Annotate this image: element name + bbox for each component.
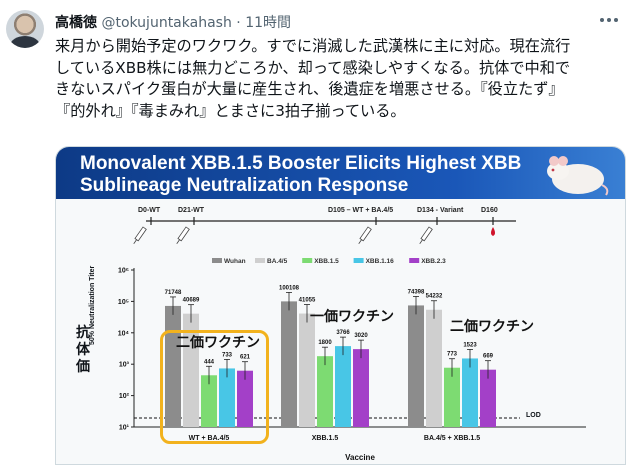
- y-tick-label: 10²: [119, 393, 130, 400]
- timeline-label-d105: D105 – WT + BA.4/5: [328, 207, 394, 214]
- data-label: 40689: [183, 298, 200, 304]
- x-category-label: XBB.1.5: [312, 435, 339, 442]
- author-handle[interactable]: @tokujuntakahash: [101, 15, 232, 31]
- bar: [335, 346, 351, 427]
- bar: [201, 375, 217, 427]
- y-tick-label: 10³: [119, 362, 130, 369]
- annotation-monovalent: 一価ワクチン: [310, 309, 394, 325]
- data-label: 773: [447, 352, 458, 358]
- tweet-text-line: きないスパイク蛋白が大量に産生され、後遺症を増悪させる。『役立たず』: [55, 80, 564, 98]
- tweet-text-line: しているXBB株には無力どころか、却って感染しやすくなる。抗体で中和で: [55, 58, 571, 77]
- tweet-text-line: 来月から開始予定のワクワク。すでに消滅した武漢株に主に対応。現在流行: [55, 37, 571, 55]
- data-label: 74398: [408, 289, 425, 295]
- annotation-bivalent-2: 二価ワクチン: [450, 319, 534, 335]
- syringe-icon: [133, 226, 147, 244]
- data-label: 621: [240, 355, 251, 361]
- author-display-name[interactable]: 高橋徳: [55, 15, 97, 31]
- syringe-needle: [358, 239, 362, 244]
- data-label: 669: [483, 354, 494, 360]
- legend-label: Wuhan: [224, 258, 246, 265]
- legend-swatch: [212, 258, 222, 263]
- data-label: 41055: [299, 298, 316, 304]
- legend-label: XBB.1.5: [314, 258, 339, 265]
- x-category-label: BA.4/5 + XBB.1.5: [424, 435, 480, 442]
- timeline: [133, 217, 516, 244]
- lod-label: LOD: [526, 412, 541, 419]
- bar: [317, 356, 333, 427]
- slide-title-line1: Monovalent XBB.1.5 Booster Elicits Highe…: [80, 153, 522, 174]
- data-label: 3020: [354, 333, 368, 339]
- legend-label: XBB.1.16: [366, 258, 395, 265]
- neutralization-chart: 10¹ 10² 10³ 10⁴ 10⁵ 10⁶ Wuhan BA.4/5 XBB.1.5 XBB.…: [118, 258, 586, 462]
- highlight-box: [160, 330, 269, 444]
- bar: [480, 369, 496, 427]
- legend-swatch: [302, 258, 313, 263]
- bar: [426, 309, 442, 427]
- tweet-timestamp[interactable]: 11時間: [245, 15, 292, 31]
- legend-label: XBB.2.3: [421, 258, 446, 265]
- bar: [281, 301, 297, 427]
- y-tick-label: 10⁵: [118, 299, 129, 306]
- syringe-needle: [133, 239, 137, 244]
- header-separator: ·: [236, 15, 241, 31]
- tweet-header: 高橋徳 @tokujuntakahash · 11時間: [55, 12, 291, 32]
- bar: [353, 349, 369, 427]
- tweet-text-line: 『的外れ』『毒まみれ』とまさに3拍子揃っている。: [55, 101, 406, 120]
- tweet-text: 来月から開始予定のワクワク。すでに消滅した武漢株に主に対応。現在流行 しているX…: [55, 36, 625, 122]
- timeline-label-d21: D21-WT: [178, 207, 205, 214]
- slide-title-banner: Monovalent XBB.1.5 Booster Elicits Highe…: [56, 147, 625, 199]
- syringe-needle: [176, 239, 180, 244]
- data-label: 1523: [463, 342, 477, 348]
- syringe-icon: [419, 226, 433, 244]
- legend-swatch: [353, 258, 364, 263]
- bar: [462, 358, 478, 427]
- bar: [237, 370, 253, 427]
- syringe-icon: [176, 226, 190, 244]
- y-tick-label: 10⁴: [118, 330, 130, 337]
- author-avatar[interactable]: [6, 10, 44, 48]
- data-label: 733: [222, 352, 233, 358]
- syringe-icon: [358, 226, 372, 244]
- syringe-needle: [419, 239, 423, 244]
- data-label: 444: [204, 359, 215, 365]
- blood-drop-icon: [491, 227, 495, 236]
- data-label: 71748: [165, 290, 182, 296]
- x-axis-title: Vaccine: [345, 453, 375, 462]
- annotation-bivalent-1: 二価ワクチン: [176, 335, 260, 351]
- legend-label: BA.4/5: [267, 258, 288, 265]
- timeline-label-d134: D134 - Variant: [417, 207, 464, 214]
- syringe-body: [420, 226, 433, 242]
- slide-title-line2: Sublineage Neutralization Response: [80, 175, 409, 196]
- mouse-image: [547, 156, 609, 196]
- bar: [299, 313, 315, 427]
- syringe-body: [359, 226, 372, 242]
- timeline-label-d160: D160: [481, 207, 498, 214]
- bar: [408, 305, 424, 427]
- legend-swatch: [409, 258, 420, 263]
- data-label: 3766: [336, 330, 350, 336]
- bar: [219, 368, 235, 427]
- legend-swatch: [255, 258, 265, 263]
- tweet-media-image[interactable]: Monovalent XBB.1.5 Booster Elicits Highe…: [55, 146, 626, 465]
- data-label: 100108: [279, 285, 300, 291]
- x-category-label: WT + BA.4/5: [189, 435, 230, 442]
- bar: [183, 313, 199, 427]
- data-label: 54232: [426, 294, 443, 300]
- bar: [444, 367, 460, 427]
- timeline-label-d0: D0-WT: [138, 207, 161, 214]
- y-axis-jp-label: 抗体価: [76, 325, 90, 375]
- more-options-icon[interactable]: [596, 12, 622, 28]
- y-tick-label: 10⁶: [118, 268, 129, 275]
- data-label: 1800: [318, 340, 332, 346]
- y-tick-label: 10¹: [119, 425, 130, 432]
